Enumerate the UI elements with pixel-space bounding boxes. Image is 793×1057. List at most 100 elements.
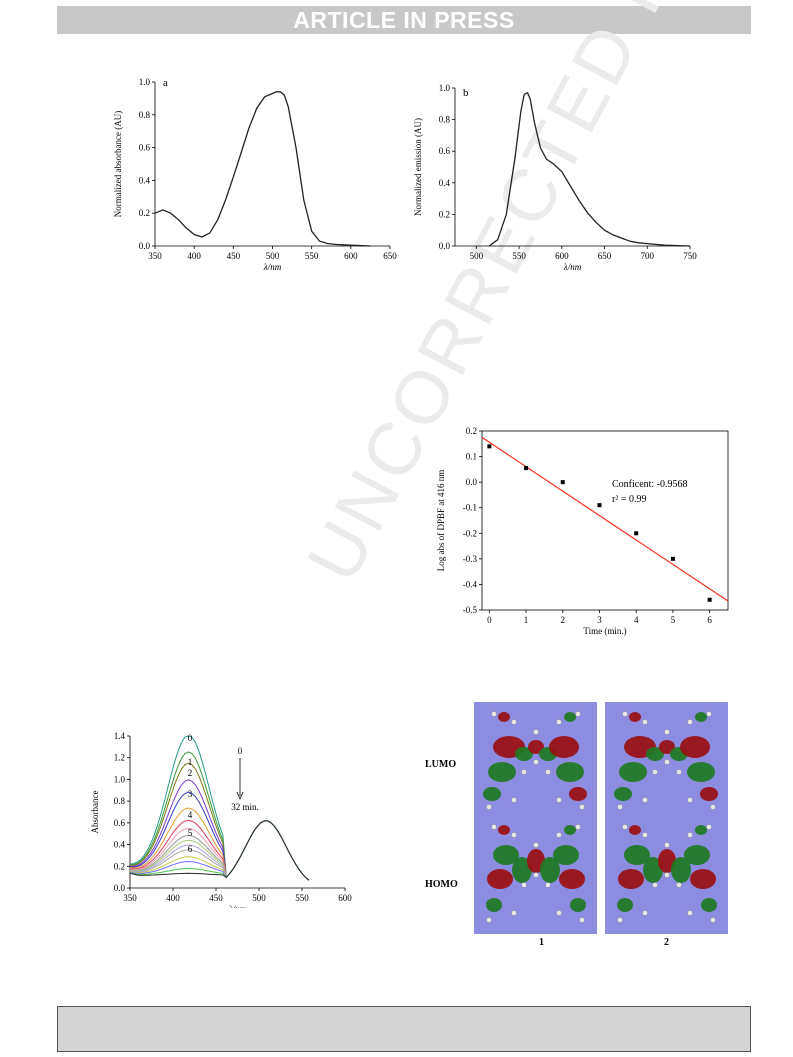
- orbital-lobe: [646, 747, 664, 761]
- x-tick-label: 3: [597, 615, 602, 625]
- x-tick-label: 350: [123, 893, 137, 903]
- orbital-lobe: [695, 712, 707, 722]
- orbital-lobe: [564, 825, 576, 835]
- footer-box: [57, 1006, 751, 1052]
- x-tick-label: 400: [187, 251, 201, 261]
- atom: [579, 804, 585, 810]
- data-point: [670, 556, 675, 561]
- y-tick-label: 0.8: [139, 110, 151, 120]
- y-tick-label: -0.3: [463, 554, 478, 564]
- orbital-image-homo-2: [617, 824, 717, 923]
- x-tick-label: 450: [227, 251, 241, 261]
- atom: [676, 882, 682, 888]
- atom: [664, 729, 670, 735]
- x-tick-label: 750: [683, 251, 697, 261]
- orbital-lobe: [659, 740, 675, 754]
- y-tick-label: 1.4: [114, 731, 126, 741]
- x-tick-label: 500: [252, 893, 266, 903]
- orbital-image-homo-1: [486, 824, 586, 923]
- y-tick-label: 0.8: [114, 796, 126, 806]
- y-tick-label: 0.2: [139, 208, 150, 218]
- x-tick-label: 550: [512, 251, 526, 261]
- orbital-panel-lumo-1: [474, 702, 597, 821]
- curve-label: 5: [188, 828, 193, 838]
- atom: [687, 910, 693, 916]
- x-axis-label: λ/nm: [563, 262, 582, 272]
- atom: [511, 832, 517, 838]
- orbital-lobe: [619, 762, 647, 782]
- y-tick-label: 0.0: [139, 241, 151, 251]
- atom: [533, 842, 539, 848]
- atom: [687, 719, 693, 725]
- atom: [556, 719, 562, 725]
- x-tick-label: 600: [344, 251, 358, 261]
- orbital-lobe: [488, 762, 516, 782]
- orbital-lobe: [515, 747, 533, 761]
- orbital-lobe: [483, 787, 501, 801]
- x-tick-label: 6: [707, 615, 712, 625]
- absorbance-curve: [154, 91, 371, 247]
- molecule-label-2: 2: [664, 937, 669, 948]
- atom: [545, 769, 551, 775]
- y-tick-label: 1.0: [114, 774, 126, 784]
- x-tick-label: 600: [555, 251, 569, 261]
- article-in-press-banner: ARTICLE IN PRESS: [57, 6, 751, 34]
- x-tick-label: 2: [561, 615, 566, 625]
- orbital-lobe: [690, 869, 716, 889]
- y-axis-label: Normalized emission (AU): [413, 118, 423, 216]
- atom: [511, 719, 517, 725]
- curve-label: 2: [188, 768, 193, 778]
- orbital-lobe: [556, 762, 584, 782]
- orbital-lobe: [617, 898, 633, 912]
- y-tick-label: 1.0: [139, 77, 151, 87]
- atom: [710, 804, 716, 810]
- atom: [642, 797, 648, 803]
- y-tick-label: 1.2: [114, 753, 125, 763]
- orbital-lobe: [684, 845, 710, 865]
- orbital-lobe: [629, 712, 641, 722]
- atom: [545, 882, 551, 888]
- annotation-r2: r² = 0.99: [612, 494, 646, 505]
- orbital-lobe: [680, 736, 710, 758]
- x-tick-label: 5: [671, 615, 676, 625]
- orbital-lobe: [564, 712, 576, 722]
- y-tick-label: -0.5: [463, 605, 478, 615]
- orbital-lobe: [540, 857, 560, 883]
- panel-label-a: a: [163, 77, 168, 89]
- atom: [687, 832, 693, 838]
- orbital-lobe: [614, 787, 632, 801]
- atom: [710, 917, 716, 923]
- orbital-lobe: [570, 898, 586, 912]
- atom: [521, 769, 527, 775]
- orbital-lobe: [569, 787, 587, 801]
- y-tick-label: -0.2: [463, 528, 477, 538]
- y-tick-label: 0.6: [114, 818, 126, 828]
- x-tick-label: 450: [209, 893, 223, 903]
- orbital-lobe: [629, 825, 641, 835]
- y-tick-label: -0.4: [463, 579, 478, 589]
- atom: [575, 824, 581, 830]
- data-point: [487, 444, 492, 449]
- curve-label: 3: [188, 789, 193, 799]
- homo-label: HOMO: [425, 879, 458, 890]
- orbital-lobe: [486, 898, 502, 912]
- atom: [706, 824, 712, 830]
- y-axis-label: Absorbance: [90, 791, 100, 834]
- orbital-lobe: [528, 740, 544, 754]
- fit-line: [481, 436, 729, 602]
- data-point: [634, 531, 639, 536]
- y-tick-label: 0.6: [439, 146, 451, 156]
- y-tick-label: 0.1: [466, 452, 477, 462]
- atom: [579, 917, 585, 923]
- atom: [642, 719, 648, 725]
- x-tick-label: 600: [338, 893, 352, 903]
- y-axis-label: Normalized absorbance (AU): [113, 111, 123, 217]
- atom: [533, 759, 539, 765]
- atom: [511, 797, 517, 803]
- time-arrow-head: [236, 791, 244, 801]
- atom: [687, 797, 693, 803]
- x-tick-label: 4: [634, 615, 639, 625]
- data-point: [560, 480, 565, 485]
- orbital-lobe: [671, 857, 691, 883]
- orbital-lobe: [687, 762, 715, 782]
